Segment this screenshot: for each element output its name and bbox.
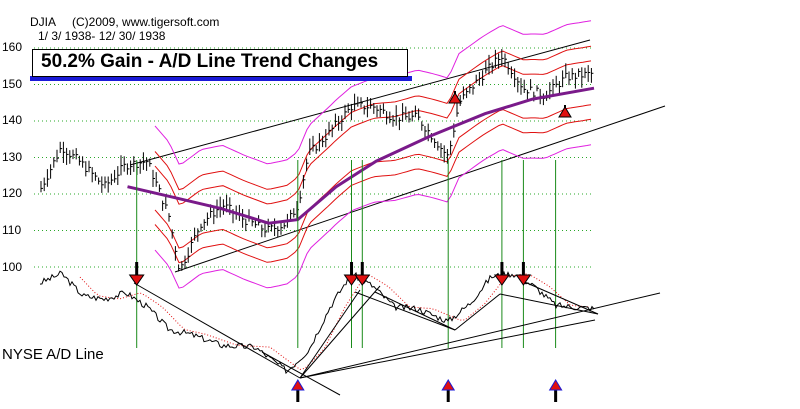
buy-arrow-head [441,379,456,391]
ticker-symbol: DJIA [30,15,57,29]
band-upper-outer [154,20,592,165]
ad-trendline-9 [299,285,381,379]
price-bars [40,49,594,272]
ad-trendline-5 [454,293,501,331]
ad-trendline-8 [261,351,341,396]
y-axis-labels: 160 150 140 130 120 110 100 [2,40,22,274]
ytick-label-160: 160 [2,40,22,54]
lower-channel-line [174,105,666,273]
ytick-label-140: 140 [2,113,22,127]
band-upper-inner [154,60,592,205]
sell-arrow-head [493,274,510,286]
sell-arrow-head [354,274,371,286]
sell-arrow-head [343,274,360,286]
ad-line-label: NYSE A/D Line [2,346,104,363]
ad-trendline-1 [299,319,596,379]
signal-lines [136,160,557,348]
ad-trendline-10 [299,289,361,379]
upper-channel-line [129,39,591,166]
title-underline [30,76,412,81]
copyright-text: (C)2009, www.tigersoft.com [72,15,220,29]
band-upper-mid [154,45,592,191]
ytick-label-110: 110 [2,223,21,237]
band-lower-outer [154,144,592,289]
moving-average [127,86,595,225]
band-lower-inner [154,104,592,249]
buy-arrow-head [548,379,563,391]
ad-trendline-0 [133,282,301,379]
band-lower-mid [154,118,592,264]
chart-title: 50.2% Gain - A/D Line Trend Changes [41,51,379,72]
price-buy-arrow-head [448,92,462,104]
moving-average-line [127,86,595,225]
ytick-label-150: 150 [2,77,22,91]
price-buy-arrow-head [558,106,572,118]
ad-trendline-7 [519,279,599,315]
date-range: 1/ 3/ 1938- 12/ 30/ 1938 [38,29,166,43]
ad-line-ma [79,273,591,371]
chart-title-box: 50.2% Gain - A/D Line Trend Changes [32,49,408,77]
signal-arrows [128,91,572,402]
ytick-label-120: 120 [2,186,22,200]
ad-line-panel [39,270,661,396]
ytick-label-130: 130 [2,150,22,164]
sell-arrow-head [515,274,532,286]
buy-arrow-head [290,379,305,391]
ad-trendline-6 [499,293,599,315]
ad-trendline-2 [299,292,661,379]
ytick-label-100: 100 [2,260,22,274]
sell-arrow-head [128,274,145,286]
ad-trendline-3 [354,291,456,331]
ad-trendline-4 [374,291,456,331]
